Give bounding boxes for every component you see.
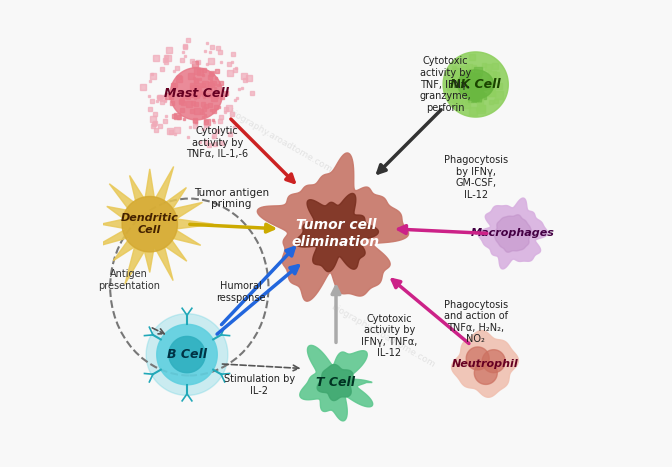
- Polygon shape: [452, 331, 518, 397]
- Text: Antigen
presentation: Antigen presentation: [98, 269, 160, 291]
- Text: Cytotoxic
activity by
TNF, IFNγ,
granzyme,
perforin: Cytotoxic activity by TNF, IFNγ, granzym…: [419, 57, 471, 113]
- Text: Cytolytic
activity by
TNFα, IL-1,-6: Cytolytic activity by TNFα, IL-1,-6: [186, 126, 249, 159]
- Text: Humoral
ressponse: Humoral ressponse: [216, 281, 265, 303]
- Polygon shape: [478, 198, 548, 269]
- Text: Dendritic
Cell: Dendritic Cell: [121, 213, 179, 235]
- Text: Neutrophil: Neutrophil: [452, 359, 518, 369]
- Text: Stimulation by
IL-2: Stimulation by IL-2: [224, 374, 295, 396]
- Text: T Cell: T Cell: [317, 376, 355, 389]
- Polygon shape: [300, 346, 373, 421]
- Polygon shape: [296, 193, 378, 272]
- Polygon shape: [94, 167, 214, 284]
- Polygon shape: [257, 153, 409, 301]
- Polygon shape: [466, 347, 489, 370]
- Polygon shape: [443, 52, 508, 117]
- Text: Cytotoxic
activity by
IFNγ, TNFα,
IL-12: Cytotoxic activity by IFNγ, TNFα, IL-12: [362, 313, 418, 358]
- Polygon shape: [122, 197, 177, 252]
- Polygon shape: [146, 314, 228, 396]
- Polygon shape: [482, 350, 505, 373]
- Polygon shape: [157, 324, 217, 385]
- Text: B Cell: B Cell: [167, 348, 207, 361]
- Polygon shape: [474, 361, 497, 384]
- Polygon shape: [458, 70, 494, 99]
- Text: biography.aroadtome.com: biography.aroadtome.com: [329, 302, 436, 369]
- Polygon shape: [317, 365, 353, 401]
- Text: NK Cell: NK Cell: [450, 78, 501, 91]
- Text: Phagocytosis
by IFNγ,
GM-CSF,
IL-12: Phagocytosis by IFNγ, GM-CSF, IL-12: [444, 155, 508, 200]
- Text: Phagocytosis
and action of
TNFα, H₂N₂,
NO₂: Phagocytosis and action of TNFα, H₂N₂, N…: [444, 299, 508, 344]
- Text: Mast Cell: Mast Cell: [164, 87, 228, 100]
- Text: biography.aroadtome.com: biography.aroadtome.com: [226, 107, 334, 174]
- Polygon shape: [169, 336, 205, 373]
- Polygon shape: [170, 68, 222, 120]
- Polygon shape: [494, 215, 532, 252]
- Text: Tumor cell
elimination: Tumor cell elimination: [292, 219, 380, 248]
- Text: Macrophages: Macrophages: [471, 228, 555, 239]
- Text: Tumor antigen
priming: Tumor antigen priming: [194, 188, 269, 209]
